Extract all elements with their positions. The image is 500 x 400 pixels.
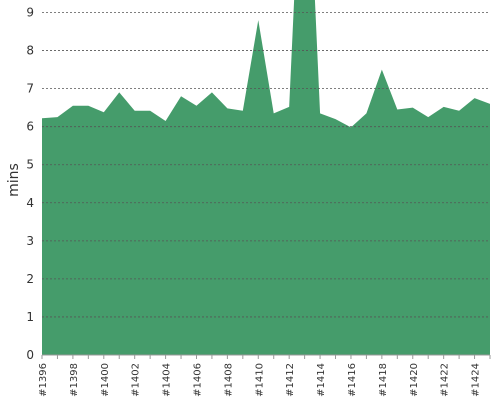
y-tick-label: 0 [26,348,34,362]
x-tick-label: #1414 [316,363,327,397]
x-tick-label: #1418 [378,363,389,397]
y-tick-label: 1 [26,310,34,324]
y-tick-label: 6 [26,120,34,134]
x-tick-label: #1416 [347,363,358,397]
x-tick-label: #1420 [409,363,420,397]
x-tick-label: #1406 [192,363,203,397]
y-tick-label: 9 [26,6,34,20]
x-tick-label: #1424 [471,363,482,397]
x-tick-label: #1396 [38,363,49,397]
x-tick-label: #1402 [131,363,142,397]
y-tick-label: 5 [26,158,34,172]
y-tick-label: 7 [26,82,34,96]
y-tick-label: 2 [26,272,34,286]
x-tick-label: #1412 [285,363,296,397]
x-tick-label: #1404 [162,363,173,397]
x-tick-label: #1422 [440,363,451,397]
area [42,0,490,355]
x-tick-label: #1410 [254,363,265,397]
y-tick-label: 3 [26,234,34,248]
x-tick-label: #1400 [100,363,111,397]
y-tick-label: 8 [26,44,34,58]
x-tick-label: #1398 [69,363,80,397]
x-tick-label: #1408 [223,363,234,397]
y-axis-label: mins [6,163,22,197]
y-tick-label: 4 [26,196,34,210]
